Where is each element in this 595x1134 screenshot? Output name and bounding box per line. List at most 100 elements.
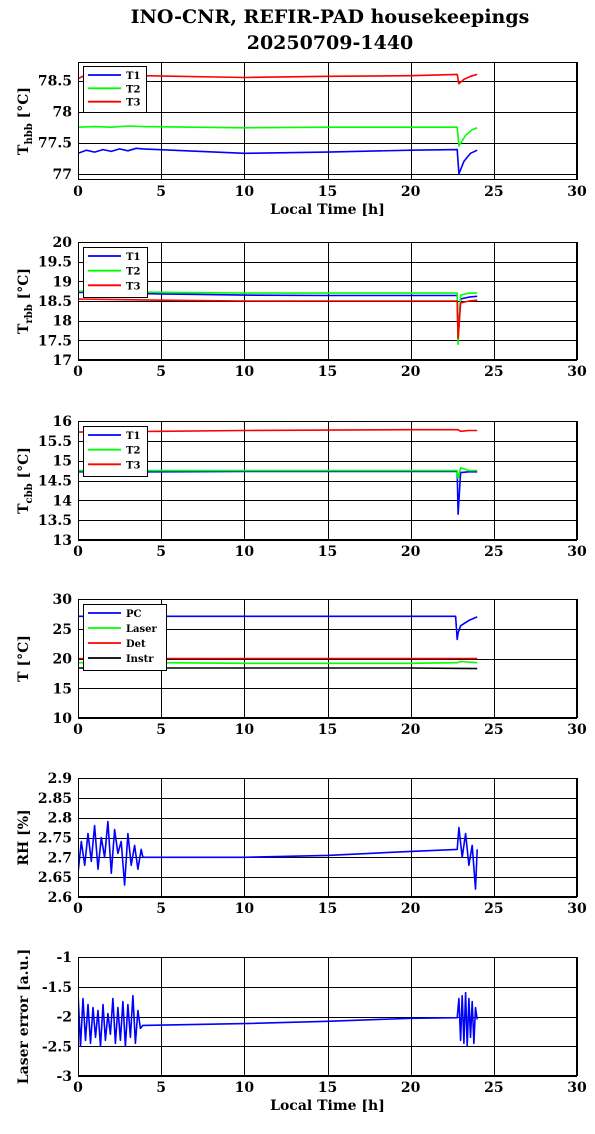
y-axis-label: RH [%]: [16, 809, 32, 865]
x-tick-label: 0: [73, 544, 83, 560]
legend-label: T2: [126, 446, 140, 457]
legend-box: [83, 604, 167, 671]
y-axis-label: Laser error [a.u.]: [16, 949, 32, 1084]
x-tick-label: 30: [567, 722, 587, 738]
legend-label: T1: [126, 431, 140, 442]
x-tick-label: 15: [318, 1080, 337, 1096]
y-tick-label: 77.5: [38, 136, 72, 152]
y-tick-label: 77: [53, 167, 72, 183]
series-line-t1: [78, 470, 478, 516]
x-tick-label: 30: [567, 364, 587, 380]
series-line-pc: [78, 615, 478, 641]
legend-label: Instr: [126, 654, 154, 665]
x-tick-label: 0: [73, 722, 83, 738]
x-tick-label: 15: [318, 544, 337, 560]
x-tick-label: 5: [156, 901, 166, 917]
y-tick-label: -1.5: [42, 980, 72, 996]
y-axis-label: Tcbb [°C]: [16, 447, 35, 514]
y-tick-label: 2.75: [38, 831, 72, 847]
y-axis-label: T [°C]: [16, 635, 32, 682]
series-line-t2: [78, 466, 478, 480]
y-tick-label: 18: [53, 314, 72, 330]
x-tick-label: 10: [235, 901, 255, 917]
x-tick-label: 15: [318, 901, 337, 917]
x-tick-label: 5: [156, 364, 166, 380]
series-line-t2: [78, 125, 478, 147]
series-line-t1: [78, 147, 478, 175]
legend-label: T2: [126, 267, 140, 278]
legend-label: Det: [126, 639, 146, 650]
x-tick-label: 30: [567, 901, 587, 917]
legend-label: T2: [126, 84, 140, 95]
y-tick-label: 15.5: [38, 434, 72, 450]
x-tick-label: 30: [567, 1080, 587, 1096]
panel-5: 0 5 10 15 20 25 30 2.6 2.65 2.7 2.75 2.8 2.85 2.9 RH […: [16, 771, 587, 917]
legend-label: Laser: [126, 624, 158, 635]
legend: T1 T2 T3: [83, 66, 147, 113]
y-tick-label: 2.85: [38, 791, 72, 807]
plot-frame: [77, 598, 578, 719]
panel-2: 0 5 10 15 20 25 30 17 17.5 18 18.5 19 19.5 20 Trbb [°C…: [16, 235, 587, 380]
legend-label: PC: [126, 609, 142, 620]
plot-frame: [77, 777, 578, 898]
series-line-t3: [78, 428, 478, 433]
legend-label: T3: [126, 460, 140, 471]
series-line-laser: [78, 660, 478, 665]
y-tick-label: 2.65: [38, 870, 72, 886]
y-tick-label: 30: [53, 592, 73, 608]
x-tick-label: 20: [401, 722, 421, 738]
x-tick-label: 10: [235, 184, 255, 200]
plot-frame: [77, 241, 578, 361]
legend: T1 T2 T3: [83, 247, 148, 298]
y-tick-label: 16: [53, 414, 72, 430]
y-tick-label: 17.5: [38, 333, 72, 349]
x-tick-label: 5: [156, 544, 166, 560]
y-tick-label: 17: [53, 353, 72, 369]
x-tick-label: 10: [235, 544, 255, 560]
y-axis-label: Thbb [°C]: [16, 87, 35, 155]
panel-3: 0 5 10 15 20 25 30 13 13.5 14 14.5 15 15.5 16 Tcbb [°C…: [16, 414, 587, 560]
x-tick-label: 25: [484, 722, 503, 738]
y-tick-label: 78.5: [38, 74, 72, 90]
x-tick-label: 30: [567, 184, 587, 200]
x-tick-label: 20: [401, 1080, 421, 1096]
y-tick-label: 10: [53, 711, 73, 727]
y-tick-label: -1: [56, 950, 72, 966]
x-tick-label: 25: [484, 544, 503, 560]
x-tick-label: 20: [401, 901, 421, 917]
legend: T1 T2 T3: [83, 426, 148, 477]
x-tick-label: 10: [235, 722, 255, 738]
y-tick-label: 78: [53, 105, 72, 121]
y-tick-label: -2: [56, 1010, 72, 1026]
plot-frame: [77, 956, 578, 1077]
x-tick-label: 10: [235, 1080, 255, 1096]
x-tick-label: 30: [567, 544, 587, 560]
x-tick-label: 5: [156, 184, 166, 200]
y-tick-label: 14: [53, 493, 73, 509]
y-tick-label: 18.5: [38, 294, 72, 310]
x-tick-label: 15: [318, 184, 337, 200]
plot-frame: [77, 61, 578, 181]
figure-title-line1: INO-CNR, REFIR-PAD housekeepings: [131, 6, 530, 28]
x-tick-label: 15: [318, 364, 337, 380]
series-group: [78, 820, 478, 890]
y-tick-label: 2.7: [48, 850, 72, 866]
y-tick-label: 20: [53, 235, 73, 251]
y-tick-label: 15: [53, 681, 72, 697]
series-group: [78, 615, 478, 670]
y-tick-label: 15: [53, 454, 72, 470]
panel-6: 0 5 10 15 20 25 30 -3 -2.5 -2 -1.5 -1 Laser error [a…: [16, 949, 587, 1114]
x-tick-label: 0: [73, 1080, 83, 1096]
y-tick-label: -2.5: [42, 1039, 72, 1055]
plot-frame: [77, 420, 578, 541]
panel-4: 0 5 10 15 20 25 30 10 15 20 25 30 T [°C] PC Laser Det In…: [16, 592, 587, 738]
x-tick-label: 0: [73, 184, 83, 200]
x-tick-label: 25: [484, 364, 503, 380]
x-tick-label: 25: [484, 184, 503, 200]
x-axis-label: Local Time [h]: [270, 202, 385, 218]
series-group: [78, 991, 478, 1048]
y-tick-label: 2.6: [48, 890, 72, 906]
x-tick-label: 0: [73, 364, 83, 380]
legend-label: T1: [126, 252, 140, 263]
